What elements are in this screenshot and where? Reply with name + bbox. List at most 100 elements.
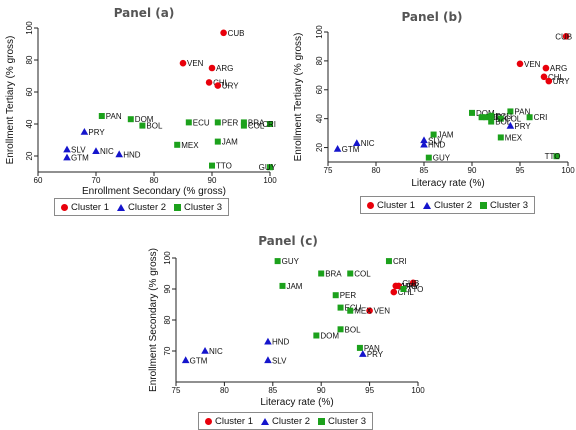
point-label-hnd: HND bbox=[123, 150, 141, 159]
square-marker-icon bbox=[480, 201, 488, 209]
panel-c-plot: 75 80 85 90 95 100 70 80 90 100 Literacy rate (%) E… bbox=[148, 248, 425, 408]
legend-item-cluster-1: Cluster 1 bbox=[205, 416, 253, 427]
point-label-nic: NIC bbox=[100, 147, 114, 156]
y-tick-label: 20 bbox=[315, 143, 324, 152]
point-ury bbox=[545, 77, 553, 85]
x-tick-label: 75 bbox=[324, 166, 333, 175]
x-tick-label: 100 bbox=[411, 386, 425, 395]
point-mex bbox=[347, 307, 354, 314]
y-tick-label: 40 bbox=[25, 119, 34, 128]
point-bra bbox=[240, 119, 247, 126]
point-hnd bbox=[420, 140, 428, 148]
point-arg bbox=[208, 64, 216, 72]
point-label-tto: TTO bbox=[545, 152, 561, 161]
point-label-col: COL bbox=[354, 270, 371, 279]
point-hnd bbox=[264, 337, 272, 345]
legend-label: Cluster 3 bbox=[490, 199, 529, 211]
point-label-arg: ARG bbox=[216, 64, 233, 73]
x-tick-label: 80 bbox=[372, 166, 381, 175]
point-gtm bbox=[181, 356, 190, 364]
point-label-bol: BOL bbox=[146, 122, 163, 131]
y-tick-label: 60 bbox=[315, 85, 324, 94]
point-label-bol: BOL bbox=[495, 118, 512, 127]
legend-item-cluster-3: Cluster 3 bbox=[318, 416, 366, 427]
point-pan bbox=[507, 108, 514, 115]
point-col bbox=[497, 115, 504, 122]
panel-b: Panel (b) 75 80 85 90 95 100 20 40 60 80 100 Litera… bbox=[288, 0, 576, 216]
x-tick-label: 100 bbox=[263, 176, 277, 185]
point-label-gtm: GTM bbox=[71, 154, 89, 163]
point-cri bbox=[267, 121, 273, 127]
point-label-cub: CUB bbox=[228, 29, 245, 38]
point-tto bbox=[553, 153, 560, 160]
panel-a-legend: Cluster 1 Cluster 2 Cluster 3 bbox=[54, 198, 230, 216]
x-tick-label: 100 bbox=[561, 166, 575, 175]
point-label-bra: BRA bbox=[325, 270, 342, 279]
point-dom bbox=[469, 109, 475, 116]
point-col bbox=[240, 122, 247, 129]
point-bol bbox=[337, 326, 344, 333]
point-cri bbox=[385, 258, 392, 265]
y-axis-title: Enrollment Tertiary (% gross) bbox=[293, 33, 304, 162]
x-tick-label: 85 bbox=[420, 166, 429, 175]
point-label-pan: PAN bbox=[106, 112, 122, 121]
point-tto bbox=[400, 286, 407, 292]
point-label-gtm: GTM bbox=[342, 145, 360, 154]
x-tick-label: 70 bbox=[92, 176, 101, 185]
legend-label: Cluster 1 bbox=[71, 201, 110, 213]
point-label-dom: DOM bbox=[320, 332, 339, 341]
point-label-per: PER bbox=[222, 118, 239, 127]
point-label-ury: URY bbox=[403, 282, 420, 291]
square-marker-icon bbox=[318, 417, 326, 425]
point-label-dom: DOM bbox=[476, 109, 495, 118]
point-slv bbox=[420, 136, 428, 144]
legend-label: Cluster 3 bbox=[328, 415, 367, 427]
point-label-pan: PAN bbox=[514, 107, 530, 116]
y-tick-label: 100 bbox=[315, 25, 324, 39]
point-label-chl: CHL bbox=[548, 73, 565, 82]
square-marker-icon bbox=[174, 203, 182, 211]
point-per bbox=[214, 119, 221, 126]
legend-item-cluster-3: Cluster 3 bbox=[174, 202, 222, 213]
point-ecu bbox=[488, 112, 495, 119]
point-gtm bbox=[63, 153, 71, 161]
circle-marker-icon bbox=[367, 201, 374, 209]
point-mex bbox=[174, 141, 181, 148]
panel-c-title: Panel (c) bbox=[258, 234, 318, 248]
point-ven bbox=[179, 59, 187, 67]
point-bra bbox=[318, 270, 325, 277]
point-label-hnd: HND bbox=[272, 338, 290, 347]
point-dom bbox=[127, 116, 134, 123]
point-label-slv: SLV bbox=[428, 136, 443, 145]
point-cub bbox=[562, 33, 570, 40]
x-tick-label: 95 bbox=[365, 386, 374, 395]
legend-item-cluster-1: Cluster 1 bbox=[367, 200, 415, 211]
point-label-hnd: HND bbox=[428, 141, 446, 150]
point-ury bbox=[214, 82, 222, 89]
point-label-ury: URY bbox=[553, 77, 570, 86]
y-tick-label: 80 bbox=[315, 56, 324, 65]
point-jam bbox=[214, 138, 221, 145]
panel-c: Panel (c) 75 80 85 90 95 100 70 80 90 100 Literacy… bbox=[144, 232, 432, 430]
point-label-jam: JAM bbox=[286, 282, 302, 291]
x-tick-label: 85 bbox=[268, 386, 277, 395]
point-bol bbox=[488, 118, 495, 125]
y-tick-label: 80 bbox=[25, 55, 34, 64]
point-label-ven: VEN bbox=[187, 59, 204, 68]
y-tick-label: 100 bbox=[163, 251, 172, 265]
panel-a: Panel (a) 60 70 80 90 100 20 40 60 80 100 Enrollme… bbox=[0, 0, 288, 216]
point-bra bbox=[483, 114, 490, 121]
x-tick-label: 75 bbox=[172, 386, 181, 395]
point-cri bbox=[526, 114, 533, 121]
point-chl bbox=[540, 73, 548, 81]
point-label-arg: ARG bbox=[550, 64, 567, 73]
point-label-nic: NIC bbox=[361, 139, 375, 148]
panel-b-title: Panel (b) bbox=[401, 10, 463, 24]
point-cub bbox=[220, 29, 227, 37]
triangle-marker-icon bbox=[117, 203, 126, 211]
point-label-slv: SLV bbox=[71, 146, 86, 155]
point-label-chl: CHL bbox=[213, 78, 230, 87]
legend-label: Cluster 2 bbox=[272, 415, 311, 427]
point-slv bbox=[63, 145, 71, 153]
point-pry bbox=[359, 350, 367, 357]
